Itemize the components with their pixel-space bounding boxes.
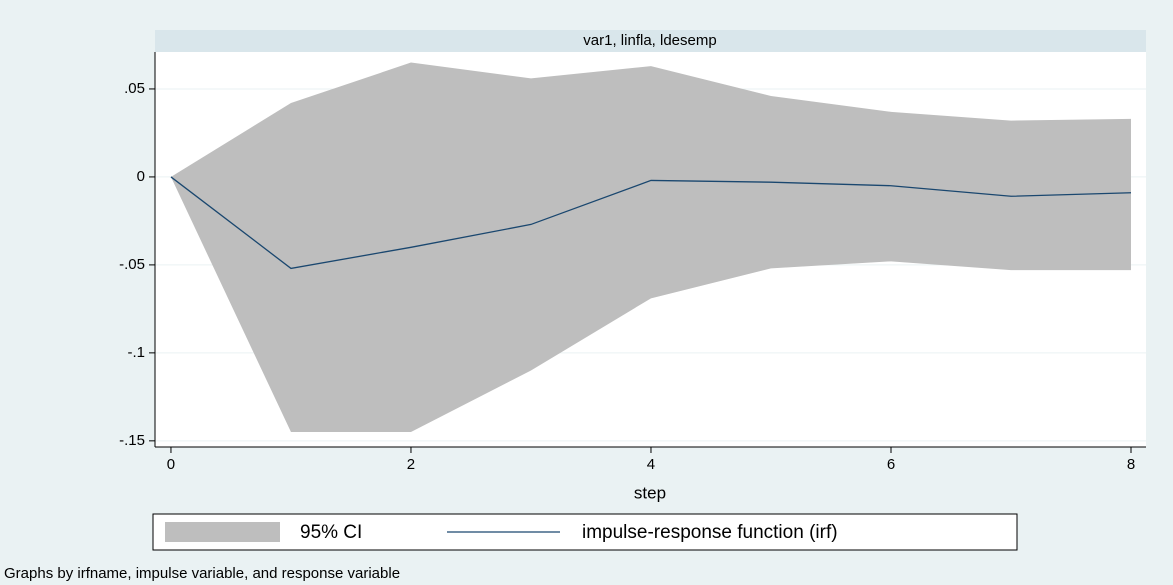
x-tick-label: 4 [647,456,655,473]
legend-label: 95% CI [300,522,362,543]
ci-band [170,62,1131,433]
irf-line [170,176,1132,270]
x-tick-label: 6 [887,456,895,473]
x-tick-label: 2 [407,456,415,473]
x-tick-label: 0 [167,456,175,473]
y-tick-label: -.1 [127,344,145,361]
legend-items: 95% CI impulse-response function (irf) [165,522,838,543]
panel-title: var1, linfla, ldesemp [583,32,716,49]
legend [152,513,1018,551]
y-tick-label: 0 [137,168,145,185]
legend-label: impulse-response function (irf) [582,522,838,543]
y-tick-label: -.05 [119,256,145,273]
panel-header [155,30,1146,52]
note: Graphs by irfname, impulse variable, and… [4,565,400,582]
x-axis-label: step [634,483,666,502]
x-tick-label: 8 [1127,456,1135,473]
plot [155,62,1146,442]
legend-swatch [165,522,280,542]
y-tick-label: .05 [124,80,145,97]
y-tick-label: -.15 [119,432,145,449]
